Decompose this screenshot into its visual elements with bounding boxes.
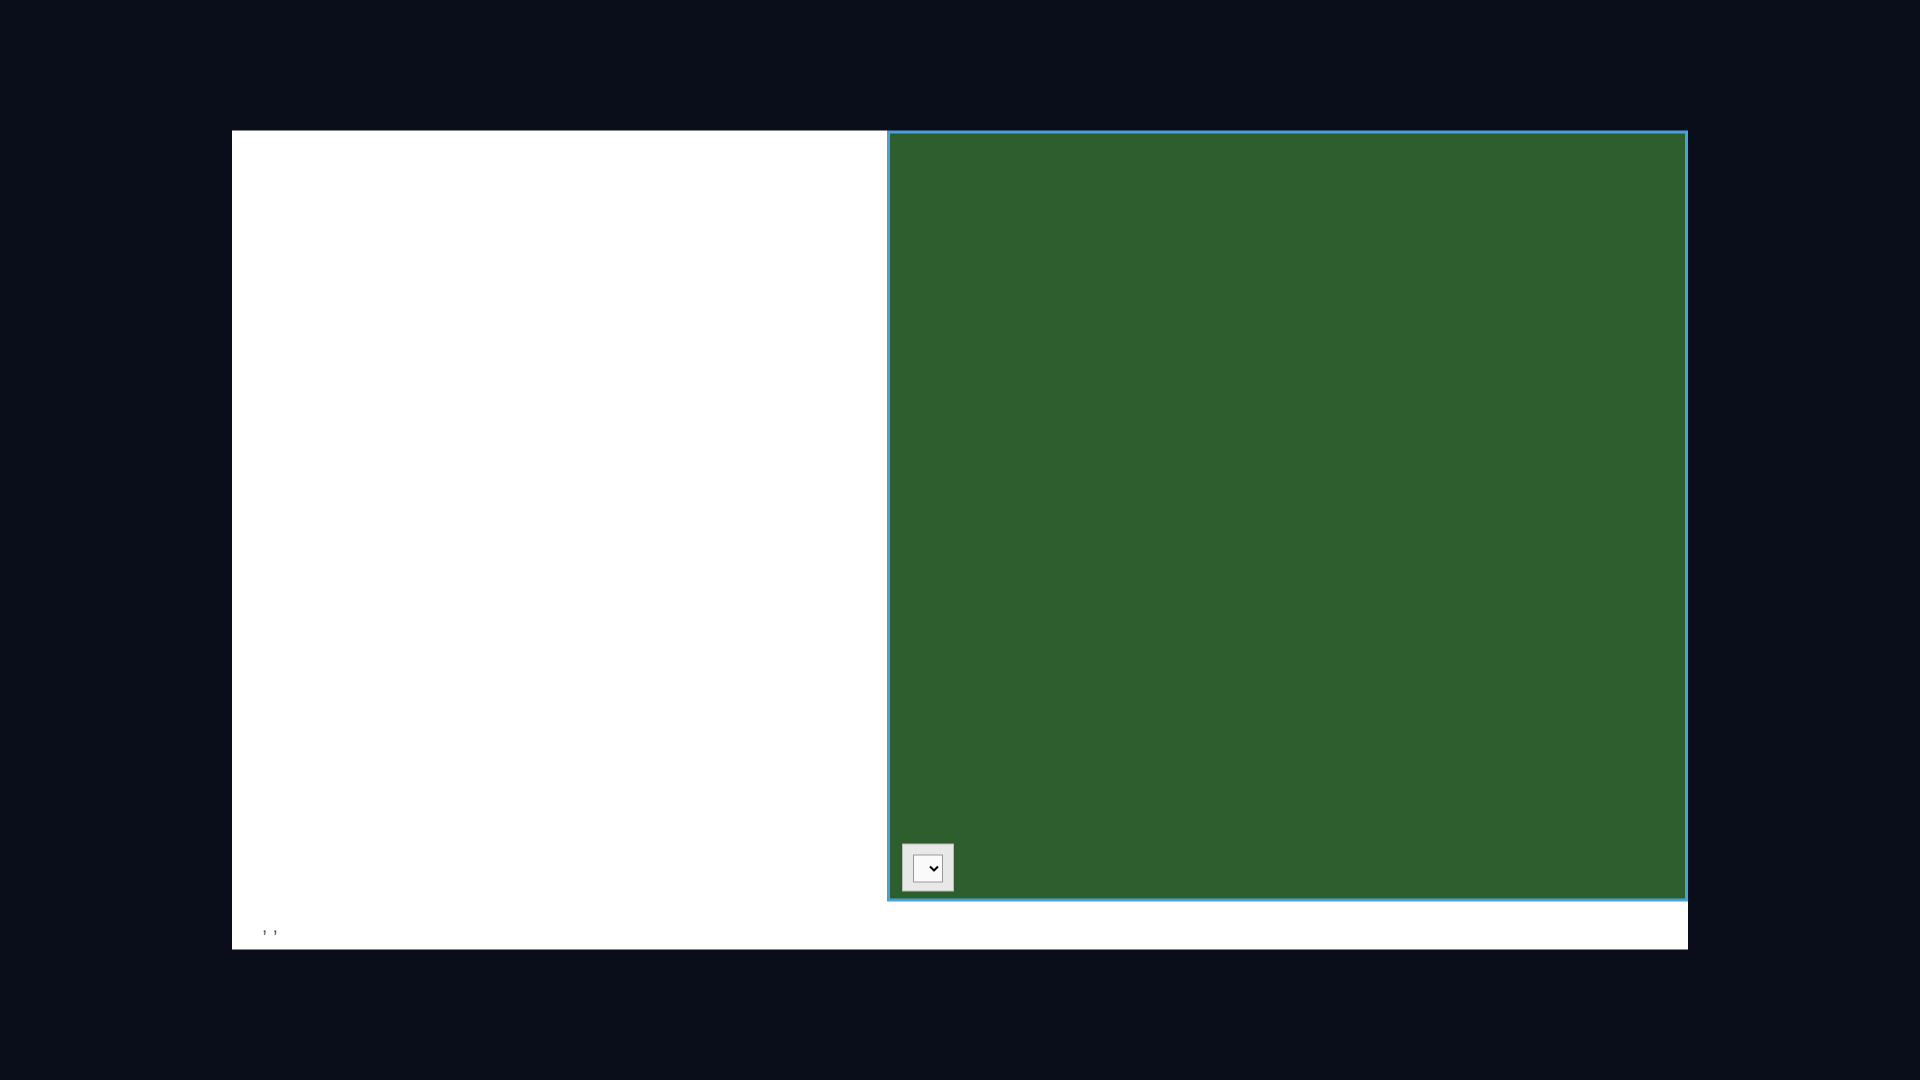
legend-panel: , , <box>232 131 887 950</box>
drought-map[interactable] <box>887 131 1688 902</box>
dashboard-stage: , , <box>232 131 1688 950</box>
map-svg <box>890 134 1685 899</box>
county-selector-box <box>902 844 954 892</box>
county-select[interactable] <box>913 855 943 883</box>
footer-bar: , , <box>262 912 857 944</box>
source-line: , , <box>262 917 278 939</box>
